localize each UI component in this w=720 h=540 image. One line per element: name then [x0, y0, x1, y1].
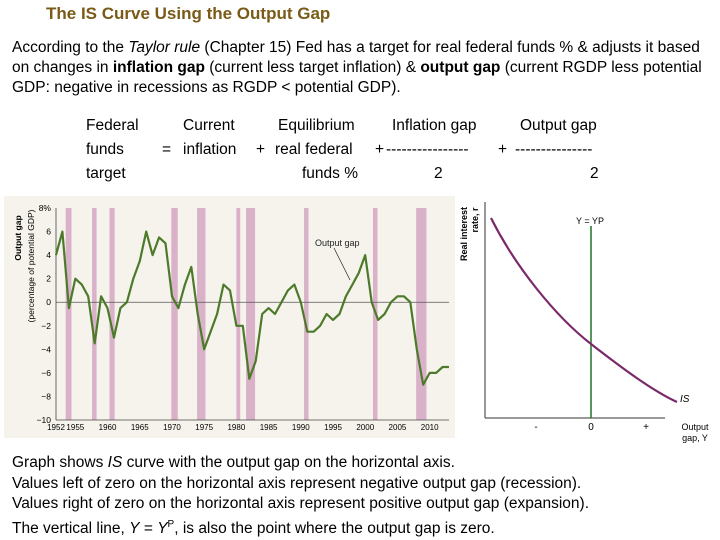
x-tick-label: 1952	[47, 423, 65, 432]
eq-equals: =	[162, 141, 172, 158]
eq-plus-2: +	[375, 141, 385, 158]
text: The vertical line,	[12, 519, 130, 537]
eq-term4-a: Output gap	[520, 117, 597, 134]
explanation-line-1: Graph shows IS curve with the output gap…	[12, 453, 712, 474]
x-tick-label: 2000	[356, 423, 374, 432]
x-tick-label: 2010	[421, 423, 439, 432]
x-tick-label: 2005	[389, 423, 407, 432]
eq-lhs-3: target	[86, 165, 126, 182]
chart-background	[4, 196, 456, 438]
y-tick-label: −8	[41, 391, 51, 401]
y-tick-label: 2	[46, 274, 51, 284]
is-curve-label: IS	[680, 394, 690, 405]
output-gap-chart: 8% 6 4 2 0 −2 −4 −6 −8 −10 1952 1955 1960 1965 1970 19…	[4, 196, 456, 438]
intro-text: (Chapter 15) Fed has a target for real f…	[12, 39, 700, 76]
recession-band	[197, 208, 206, 420]
eq-term3-denom: 2	[434, 165, 443, 182]
intro-inflation-gap: inflation gap	[112, 59, 205, 76]
eq-plus-3: +	[498, 141, 508, 158]
eq-lhs-1: Federal	[86, 117, 139, 134]
is-chart-background	[455, 196, 720, 446]
slide-title: The IS Curve Using the Output Gap	[46, 4, 331, 23]
output-gap-series-line	[54, 230, 449, 386]
is-y-label-1: Real interest	[459, 207, 469, 261]
is-curve-svg: Real interest rate, r Y = YP IS - 0 + Ou…	[455, 196, 720, 446]
intro-text: According to the	[12, 39, 129, 56]
text-p: P	[167, 518, 175, 530]
x-tick-label: 1980	[227, 423, 245, 432]
annotation-pointer	[333, 247, 351, 281]
text-is: IS	[107, 454, 123, 471]
output-gap-annotation: Output gap	[315, 238, 360, 248]
is-curve-chart: Real interest rate, r Y = YP IS - 0 + Ou…	[455, 196, 720, 446]
eq-term4-line: ---------------	[515, 141, 593, 158]
eq-term4-denom: 2	[590, 165, 599, 182]
x-tick-label: 1960	[99, 423, 117, 432]
x-tick-label: 1995	[324, 423, 342, 432]
recession-band	[171, 208, 178, 420]
y-tick-label: −4	[41, 344, 51, 354]
recession-band	[304, 208, 309, 420]
y-tick-label: −2	[41, 321, 51, 331]
x-tick-label: 1965	[131, 423, 149, 432]
eq-plus-1: +	[256, 141, 266, 158]
recession-band	[236, 208, 241, 420]
y-axis-label-1: Output gap	[13, 215, 23, 260]
eq-term3-a: Inflation gap	[392, 117, 477, 134]
explanation-line-4: The vertical line, Y = YP, is also the p…	[12, 515, 712, 540]
text-y: Y	[157, 519, 168, 537]
y-tick-label: 4	[46, 250, 51, 260]
y-tick-label: 8%	[39, 203, 52, 213]
y-tick-label: −6	[41, 368, 51, 378]
y-axis-label-2: (percentage of potential GDP)	[26, 209, 36, 322]
recession-band	[109, 208, 115, 420]
intro-output-gap: output gap	[420, 59, 501, 76]
x-tick-label: 1975	[195, 423, 213, 432]
x-tick-label: 1990	[292, 423, 310, 432]
y-tick-label: 6	[46, 227, 51, 237]
recession-band	[92, 208, 97, 420]
text: Graph shows	[12, 454, 108, 471]
recession-band	[65, 208, 72, 420]
text-y: Y	[129, 519, 140, 537]
y-tick-label: 0	[46, 297, 51, 307]
is-x-tick-minus: -	[534, 422, 537, 433]
text: =	[139, 519, 158, 537]
eq-term2-b: real federal	[275, 141, 353, 158]
text: curve with the output gap on the horizon…	[122, 454, 455, 471]
x-tick-label: 1985	[260, 423, 278, 432]
intro-text: (current less target inflation) &	[204, 59, 421, 76]
is-curve	[490, 217, 678, 404]
is-x-label-2: gap, Y	[682, 433, 708, 443]
x-tick-label: 1955	[66, 423, 84, 432]
explanation-block: Graph shows IS curve with the output gap…	[12, 453, 712, 539]
recession-band	[246, 208, 256, 420]
potential-output-label: Y = YP	[576, 216, 604, 226]
eq-term1-a: Current	[183, 117, 235, 134]
intro-paragraph: According to the Taylor rule (Chapter 15…	[12, 38, 712, 98]
eq-term2-a: Equilibrium	[278, 117, 355, 134]
eq-term1-b: inflation	[183, 141, 237, 158]
explanation-line-2: Values left of zero on the horizontal ax…	[12, 474, 582, 492]
y-tick-labels: 8% 6 4 2 0 −2 −4 −6 −8 −10	[37, 203, 52, 425]
text: , is also the point where the output gap…	[174, 519, 495, 537]
intro-taylor-rule: Taylor rule	[128, 39, 201, 56]
is-x-tick-plus: +	[643, 422, 649, 433]
eq-term2-c: funds %	[302, 165, 359, 182]
y-tick-label: −10	[37, 415, 52, 425]
recession-band	[416, 208, 427, 420]
eq-lhs-2: funds	[86, 141, 124, 158]
is-x-tick-zero: 0	[588, 422, 594, 433]
intro-text: (current RGDP less potential GDP: negati…	[12, 59, 702, 96]
is-x-label-1: Output	[681, 422, 709, 432]
explanation-line-3: Values right of zero on the horizontal a…	[12, 495, 589, 512]
eq-term3-line: ----------------	[386, 141, 469, 158]
x-tick-label: 1970	[163, 423, 181, 432]
is-y-label-2: rate, r	[470, 207, 480, 233]
x-tick-labels: 1952 1955 1960 1965 1970 1975 1980 1985 1990 1995…	[47, 423, 439, 432]
